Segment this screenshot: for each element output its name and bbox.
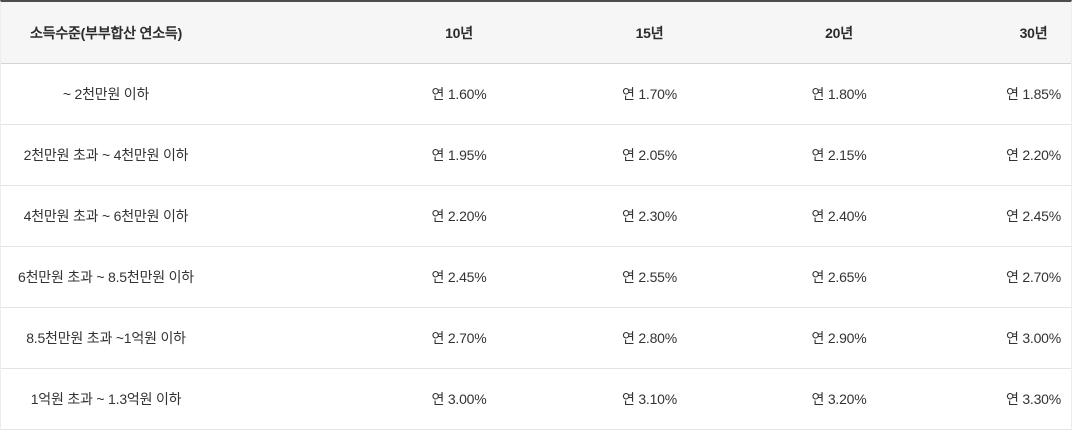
income-range-label: 1억원 초과 ~ 1.3억원 이하 — [30, 391, 182, 407]
table-row: 6천만원 초과 ~ 8.5천만원 이하 연 2.45% 연 2.55% 연 2.… — [1, 247, 1071, 308]
rate-value-30yr: 연 1.85% — [1005, 86, 1062, 102]
rate-value-20yr: 연 2.65% — [811, 269, 867, 285]
table-row: 4천만원 초과 ~ 6천만원 이하 연 2.20% 연 2.30% 연 2.40… — [1, 186, 1071, 247]
loan-interest-rate-table: 소득수준(부부합산 연소득) 10년 15년 20년 30년 ~ 2천만원 이하… — [0, 0, 1072, 430]
rate-value-20yr: 연 3.20% — [811, 391, 867, 407]
rate-value-30yr: 연 2.20% — [1005, 147, 1062, 163]
rate-value-20yr: 연 2.40% — [811, 208, 867, 224]
rate-value-15yr: 연 2.05% — [621, 147, 678, 163]
income-range-label: 2천만원 초과 ~ 4천만원 이하 — [23, 147, 189, 163]
rate-value-15yr: 연 2.80% — [621, 330, 678, 346]
table-row: 1억원 초과 ~ 1.3억원 이하 연 3.00% 연 3.10% 연 3.20… — [1, 369, 1071, 430]
rate-value-15yr: 연 1.70% — [621, 86, 678, 102]
income-range-label: 8.5천만원 초과 ~1억원 이하 — [26, 330, 186, 346]
column-header-term-15yr: 15년 — [635, 24, 664, 41]
rate-value-15yr: 연 3.10% — [621, 391, 678, 407]
income-range-label: 4천만원 초과 ~ 6천만원 이하 — [23, 208, 189, 224]
rate-value-15yr: 연 2.55% — [621, 269, 678, 285]
rate-value-10yr: 연 3.00% — [431, 391, 487, 407]
rate-value-15yr: 연 2.30% — [621, 208, 678, 224]
rate-value-10yr: 연 2.70% — [431, 330, 487, 346]
rate-value-30yr: 연 2.45% — [1005, 208, 1062, 224]
table-header-row: 소득수준(부부합산 연소득) 10년 15년 20년 30년 — [1, 2, 1071, 64]
rate-value-20yr: 연 2.90% — [811, 330, 867, 346]
column-header-income-level: 소득수준(부부합산 연소득) — [29, 24, 183, 41]
column-header-term-30yr: 30년 — [1019, 24, 1048, 41]
rate-value-30yr: 연 3.00% — [1005, 330, 1062, 346]
column-header-term-10yr: 10년 — [445, 24, 473, 41]
income-range-label: 6천만원 초과 ~ 8.5천만원 이하 — [18, 269, 194, 285]
income-range-label: ~ 2천만원 이하 — [62, 86, 150, 102]
rate-value-10yr: 연 2.45% — [431, 269, 487, 285]
rate-value-30yr: 연 3.30% — [1005, 391, 1062, 407]
rate-value-20yr: 연 1.80% — [811, 86, 867, 102]
rate-value-10yr: 연 2.20% — [431, 208, 487, 224]
rate-value-10yr: 연 1.60% — [431, 86, 487, 102]
rate-value-10yr: 연 1.95% — [431, 147, 487, 163]
column-header-term-20yr: 20년 — [825, 24, 853, 41]
table-row: ~ 2천만원 이하 연 1.60% 연 1.70% 연 1.80% 연 1.85… — [1, 64, 1071, 125]
rate-value-20yr: 연 2.15% — [811, 147, 867, 163]
table-row: 8.5천만원 초과 ~1억원 이하 연 2.70% 연 2.80% 연 2.90… — [1, 308, 1071, 369]
rate-value-30yr: 연 2.70% — [1005, 269, 1062, 285]
table-row: 2천만원 초과 ~ 4천만원 이하 연 1.95% 연 2.05% 연 2.15… — [1, 125, 1071, 186]
